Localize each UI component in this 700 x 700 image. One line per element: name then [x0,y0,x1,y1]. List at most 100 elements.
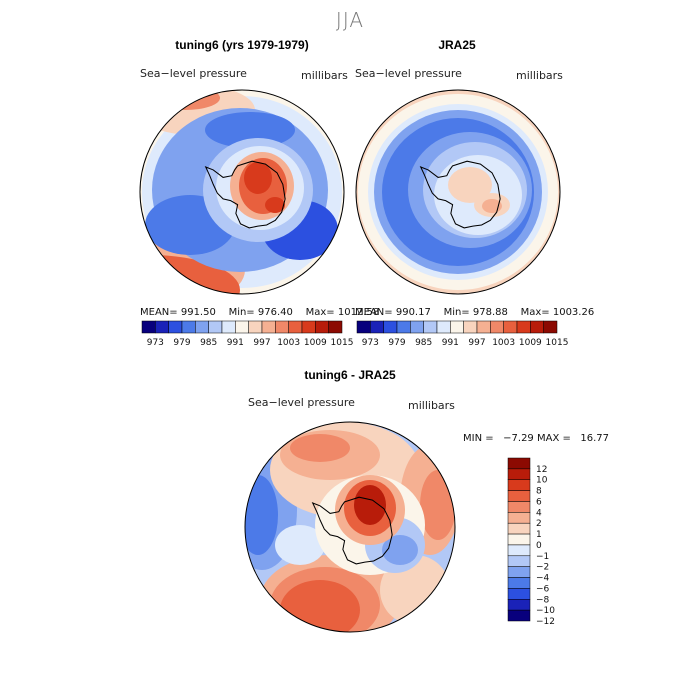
diff-colorbar-swatch [507,479,531,491]
panel-1-colorbar-tick-label: 985 [200,338,217,348]
panel-2-colorbar-tick-label: 1009 [519,338,542,348]
panel-2-colorbar-swatch [530,320,544,334]
panel-1-stats: MEAN= 991.50 Min= 976.40 Max= 1012.58 [140,307,379,318]
diff-colorbar-tick-label: 12 [536,465,547,475]
panel-2-colorbar-tick-label: 973 [362,338,379,348]
panel-1-mean-label: MEAN= [140,307,178,318]
diff-colorbar-tick-label: −8 [536,595,550,605]
panel-2-colorbar-swatch [450,320,464,334]
panel-2-max-label: Max= [520,307,550,318]
panel-1-colorbar-swatch [315,320,329,334]
panel-2-map [355,89,561,295]
panel-2-colorbar: 973 979 985 991 997 1003 1009 1015 [356,320,568,348]
panel-2-colorbar-swatch [476,320,491,334]
season-title: JJA [335,8,365,32]
panel-2-colorbar-swatch [410,320,424,334]
diff-colorbar-swatch [507,588,531,600]
diff-colorbar-tick-label: 1 [536,530,542,540]
panel-2-colorbar-swatch [370,320,384,334]
panel-2-min-label: Min= [443,307,470,318]
diff-units-label: millibars [408,399,455,412]
panel-1-colorbar-swatch [155,320,169,334]
panel-2-colorbar-swatch [436,320,451,334]
diff-colorbar-tick-label: 2 [536,519,542,529]
panel-2-colorbar-swatch [516,320,531,334]
panel-2-colorbar-tick-label: 997 [468,338,485,348]
diff-panel-title: tuning6 - JRA25 [304,368,396,382]
diff-colorbar-swatch [507,512,531,524]
diff-colorbar-swatch [507,522,531,535]
panel-1-colorbar-swatch [221,320,236,334]
panel-1-colorbar-swatch [235,320,249,334]
panel-1-colorbar-tick-label: 1003 [277,338,300,348]
panel-1-colorbar-tick-label: 991 [227,338,244,348]
panel-2-colorbar-swatch [396,320,411,334]
panel-1-min-value: 976.40 [257,307,293,318]
diff-colorbar-swatch [507,555,531,567]
panel-2-colorbar-tick-label: 1003 [492,338,515,348]
panel-1-colorbar-swatch [301,320,316,334]
diff-colorbar-tick-label: 4 [536,508,542,518]
panel-1-colorbar-swatch [248,320,263,334]
panel-1-colorbar-tick-label: 973 [147,338,164,348]
diff-colorbar-tick-label: −1 [536,552,549,562]
panel-1-colorbar-tick-label: 1009 [304,338,327,348]
panel-2-mean-label: MEAN= [355,307,393,318]
panel-1-title: tuning6 (yrs 1979-1979) [175,38,309,52]
panel-1-max-value: 1012.58 [337,307,380,318]
panel-2-stats: MEAN= 990.17 Min= 978.88 Max= 1003.26 [355,307,594,318]
panel-2-colorbar-swatch [490,320,504,334]
panel-1-mean-value: 991.50 [180,307,216,318]
diff-field-label: Sea−level pressure [248,396,355,409]
panel-2-min-value: 978.88 [472,307,508,318]
diff-colorbar-tick-label: 6 [536,497,542,507]
diff-colorbar-tick-label: −10 [536,606,555,616]
panel-1-colorbar-tick-label: 979 [173,338,190,348]
diff-colorbar-tick-label: 8 [536,487,542,497]
panel-1-units-label: millibars [301,69,348,82]
panel-2-colorbar-tick-label: 979 [388,338,405,348]
panel-2-max-value: 1003.26 [552,307,595,318]
panel-2-field-label: Sea−level pressure [355,67,462,80]
panel-1-colorbar-swatch [195,320,209,334]
panel-1-colorbar-swatch [328,320,343,334]
panel-2-colorbar-swatch [503,320,518,334]
diff-colorbar-swatch [507,599,531,611]
diff-map [244,421,456,633]
diff-colorbar-swatch [507,490,531,502]
diff-colorbar-swatch [507,533,531,546]
panel-2-title: JRA25 [438,38,476,52]
diff-colorbar-tick-label: 10 [536,476,548,486]
diff-colorbar-swatch [507,566,531,578]
diff-colorbar-swatch [507,468,531,480]
panel-1-field-label: Sea−level pressure [140,67,247,80]
panel-1-colorbar-swatch [181,320,196,334]
diff-colorbar-tick-label: −12 [536,617,555,627]
diff-minmax: MIN = −7.29 MAX = 16.77 [463,433,610,444]
diff-colorbar-swatch [507,457,531,470]
panel-1-colorbar: 973 979 985 991 997 1003 1009 1015 [141,320,353,348]
diff-colorbar-tick-label: −4 [536,574,550,584]
panel-1-colorbar-swatch [275,320,289,334]
diff-colorbar-swatch [507,577,531,589]
panel-1-map [139,89,345,295]
panel-2-colorbar-swatch [423,320,438,334]
diff-colorbar-tick-label: −6 [536,584,550,594]
panel-1-colorbar-swatch [261,320,276,334]
panel-2-units-label: millibars [516,69,563,82]
panel-2-colorbar-tick-label: 985 [415,338,432,348]
panel-2-mean-value: 990.17 [395,307,431,318]
panel-2-colorbar-tick-label: 991 [442,338,459,348]
diff-colorbar-tick-label: −2 [536,563,549,573]
panel-2-colorbar-swatch [356,320,371,334]
diff-colorbar-swatch [507,609,531,622]
panel-2-colorbar-swatch [543,320,558,334]
panel-2-colorbar-swatch [383,320,398,334]
panel-1-min-label: Min= [228,307,255,318]
panel-2-colorbar-swatch [463,320,478,334]
panel-1-max-label: Max= [305,307,335,318]
diff-colorbar-tick-label: 0 [536,541,542,551]
panel-1-colorbar-tick-label: 997 [253,338,270,348]
